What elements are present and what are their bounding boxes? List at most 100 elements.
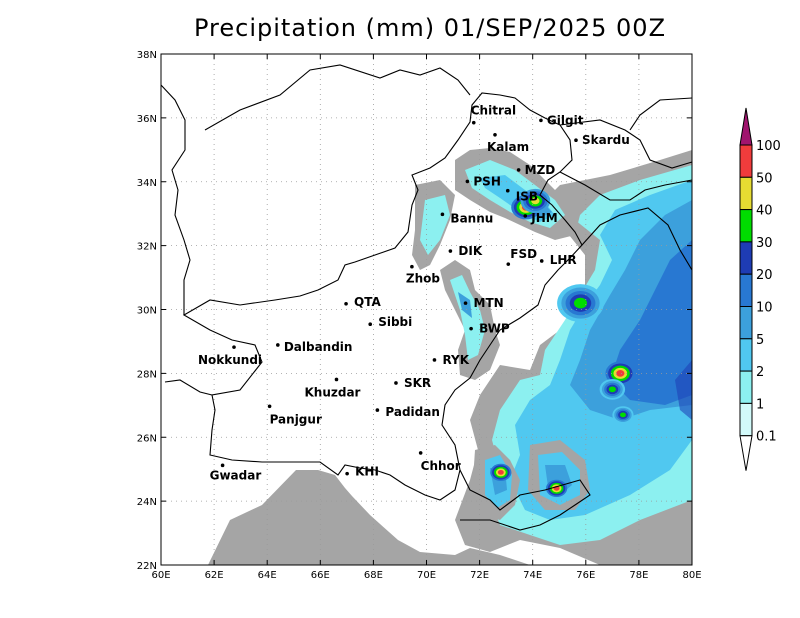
colorbar-label: 50 — [756, 171, 773, 186]
city-label: Chhor — [421, 459, 461, 473]
city-dot-icon — [220, 463, 225, 468]
city-nokkundi: Nokkundi — [198, 345, 262, 367]
city-dot-icon — [574, 138, 578, 143]
city-dot-icon — [432, 358, 437, 362]
city-label: MTN — [474, 296, 504, 310]
city-skardu: Skardu — [574, 133, 630, 147]
axes: 60E 62E 64E 66E 68E 70E 72E 74E 76E 78E 80E 22N 24N 2… — [137, 50, 702, 581]
city-label: Skardu — [582, 133, 630, 147]
city-dot-icon — [463, 301, 468, 305]
colorbar-segment — [739, 338, 753, 372]
india-border — [581, 207, 693, 271]
rain-cell-level — [497, 469, 504, 475]
colorbar-label: 40 — [756, 204, 773, 219]
city-label: Khuzdar — [304, 385, 360, 399]
city-dot-icon — [410, 264, 414, 269]
city-label: Chitral — [471, 104, 516, 118]
city-label: RYK — [442, 353, 469, 367]
map-title: Precipitation (mm) 01/SEP/2025 00Z — [193, 14, 667, 42]
city-bannu: Bannu — [440, 211, 493, 225]
city-dot-icon — [505, 188, 510, 193]
city-dot-icon — [375, 408, 380, 412]
city-gilgit: Gilgit — [539, 113, 584, 127]
city-dot-icon — [539, 259, 544, 263]
city-label: QTA — [354, 295, 381, 309]
city-psh: PSH — [465, 174, 501, 188]
colorbar-min-arrow — [739, 435, 753, 471]
colorbar-label: 10 — [756, 301, 773, 316]
city-dot-icon — [516, 168, 521, 172]
colorbar-label: 30 — [756, 236, 773, 251]
city-label: DIK — [458, 244, 482, 258]
colorbar-label: 20 — [756, 268, 773, 283]
city-dot-icon — [506, 262, 511, 266]
colorbar-segment — [739, 273, 753, 308]
india-kashmir-border — [559, 171, 693, 201]
city-label: BWP — [479, 322, 510, 336]
colorbar-segment — [739, 402, 753, 437]
gujarat-coast — [459, 469, 591, 531]
colorbar-segment — [739, 241, 753, 275]
colorbar-segment — [739, 370, 753, 404]
city-label: PSH — [473, 174, 500, 188]
y-tick-label: 34N — [137, 178, 157, 189]
colorbar-label: 1 — [756, 397, 764, 412]
x-tick-label: 74E — [523, 570, 542, 581]
city-chhor: Chhor — [418, 451, 461, 473]
city-zhob: Zhob — [406, 264, 440, 286]
pakistan-border — [182, 92, 583, 501]
rain-cell-level — [608, 386, 616, 393]
city-sibbi: Sibbi — [368, 315, 412, 329]
city-dot-icon — [471, 120, 476, 125]
city-kalam: Kalam — [487, 133, 529, 154]
colorbar-label: 100 — [756, 139, 781, 154]
y-tick-label: 36N — [137, 114, 157, 125]
city-dot-icon — [539, 118, 543, 123]
afghan-border — [160, 84, 191, 315]
x-tick-label: 70E — [417, 570, 436, 581]
y-tick-label: 24N — [137, 497, 157, 508]
city-dot-icon — [344, 301, 348, 306]
city-dot-icon — [334, 377, 339, 382]
x-tick-label: 72E — [470, 570, 489, 581]
city-label: MZD — [525, 163, 556, 177]
city-qta: QTA — [344, 295, 382, 309]
city-label: Dalbandin — [284, 340, 353, 354]
x-tick-label: 76E — [576, 570, 595, 581]
intense-rain-cells — [490, 188, 636, 497]
city-label: LHR — [550, 253, 577, 267]
x-tick-label: 78E — [629, 570, 648, 581]
colorbar-label: 5 — [756, 333, 764, 348]
north-east-border — [629, 97, 693, 131]
city-lhr: LHR — [539, 253, 577, 267]
city-label: Zhob — [406, 272, 440, 286]
city-dot-icon — [493, 133, 497, 137]
city-dot-icon — [448, 249, 453, 253]
precipitation-field — [208, 148, 692, 565]
rain-cell-level — [616, 369, 625, 377]
city-khi: KHI — [345, 465, 379, 479]
x-tick-label: 64E — [258, 570, 277, 581]
city-dot-icon — [267, 404, 272, 409]
colorbar-segment — [739, 306, 753, 340]
rain-cell-level — [573, 297, 588, 309]
city-bwp: BWP — [469, 322, 510, 336]
city-label: Gilgit — [547, 113, 584, 127]
y-tick-label: 28N — [137, 369, 157, 380]
colorbar-label: 0.1 — [756, 430, 777, 445]
city-isb: ISB — [505, 188, 538, 204]
colorbar-max-arrow — [739, 107, 753, 146]
city-gwadar: Gwadar — [210, 463, 262, 482]
city-ryk: RYK — [432, 353, 470, 367]
x-tick-label: 62E — [205, 570, 224, 581]
city-label: Gwadar — [210, 468, 262, 482]
city-fsd: FSD — [506, 247, 537, 266]
city-label: Sibbi — [378, 315, 412, 329]
arabian-sea-shading — [208, 470, 530, 565]
y-tick-label: 30N — [137, 306, 157, 317]
city-jhm: JHM — [523, 211, 558, 225]
colorbar-label: 2 — [756, 365, 764, 380]
y-tick-label: 38N — [137, 50, 157, 61]
colorbar: 100 50 40 30 20 10 5 2 1 0.1 — [739, 107, 781, 471]
